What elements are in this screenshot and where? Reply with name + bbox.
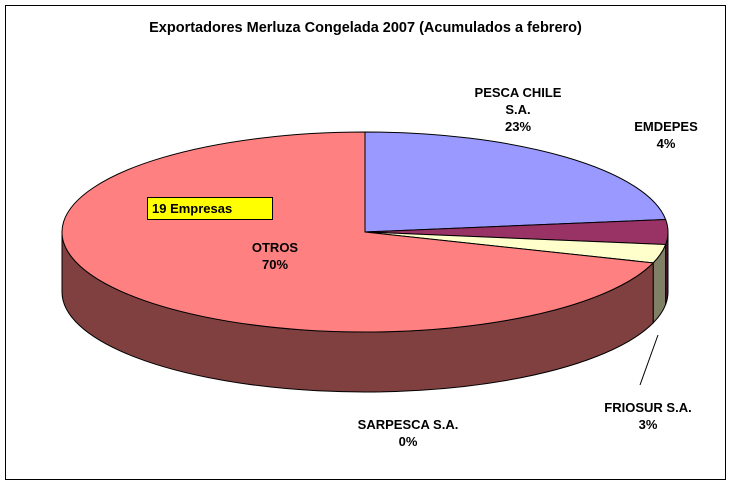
slice-label: SARPESCA S.A.	[357, 417, 459, 432]
pie-slice	[364, 131, 667, 233]
slice-value-label: 4%	[656, 136, 676, 151]
slice-label: PESCA CHILE S.A.	[474, 85, 562, 117]
slice-value-label: 0%	[398, 434, 418, 449]
slice-value-label: 70%	[261, 257, 289, 272]
chart-title: Exportadores Merluza Congelada 2007 (Acu…	[149, 20, 582, 36]
slice-label: FRIOSUR S.A.	[604, 400, 692, 415]
slice-label: EMDEPES	[634, 119, 698, 134]
annotation: 19 Empresas	[147, 197, 273, 220]
leader-line	[639, 334, 659, 386]
pie-slice	[61, 131, 655, 333]
slice-value-label: 23%	[504, 119, 532, 134]
slice-value-label: 3%	[638, 417, 658, 432]
slice-label: OTROS	[251, 240, 299, 255]
